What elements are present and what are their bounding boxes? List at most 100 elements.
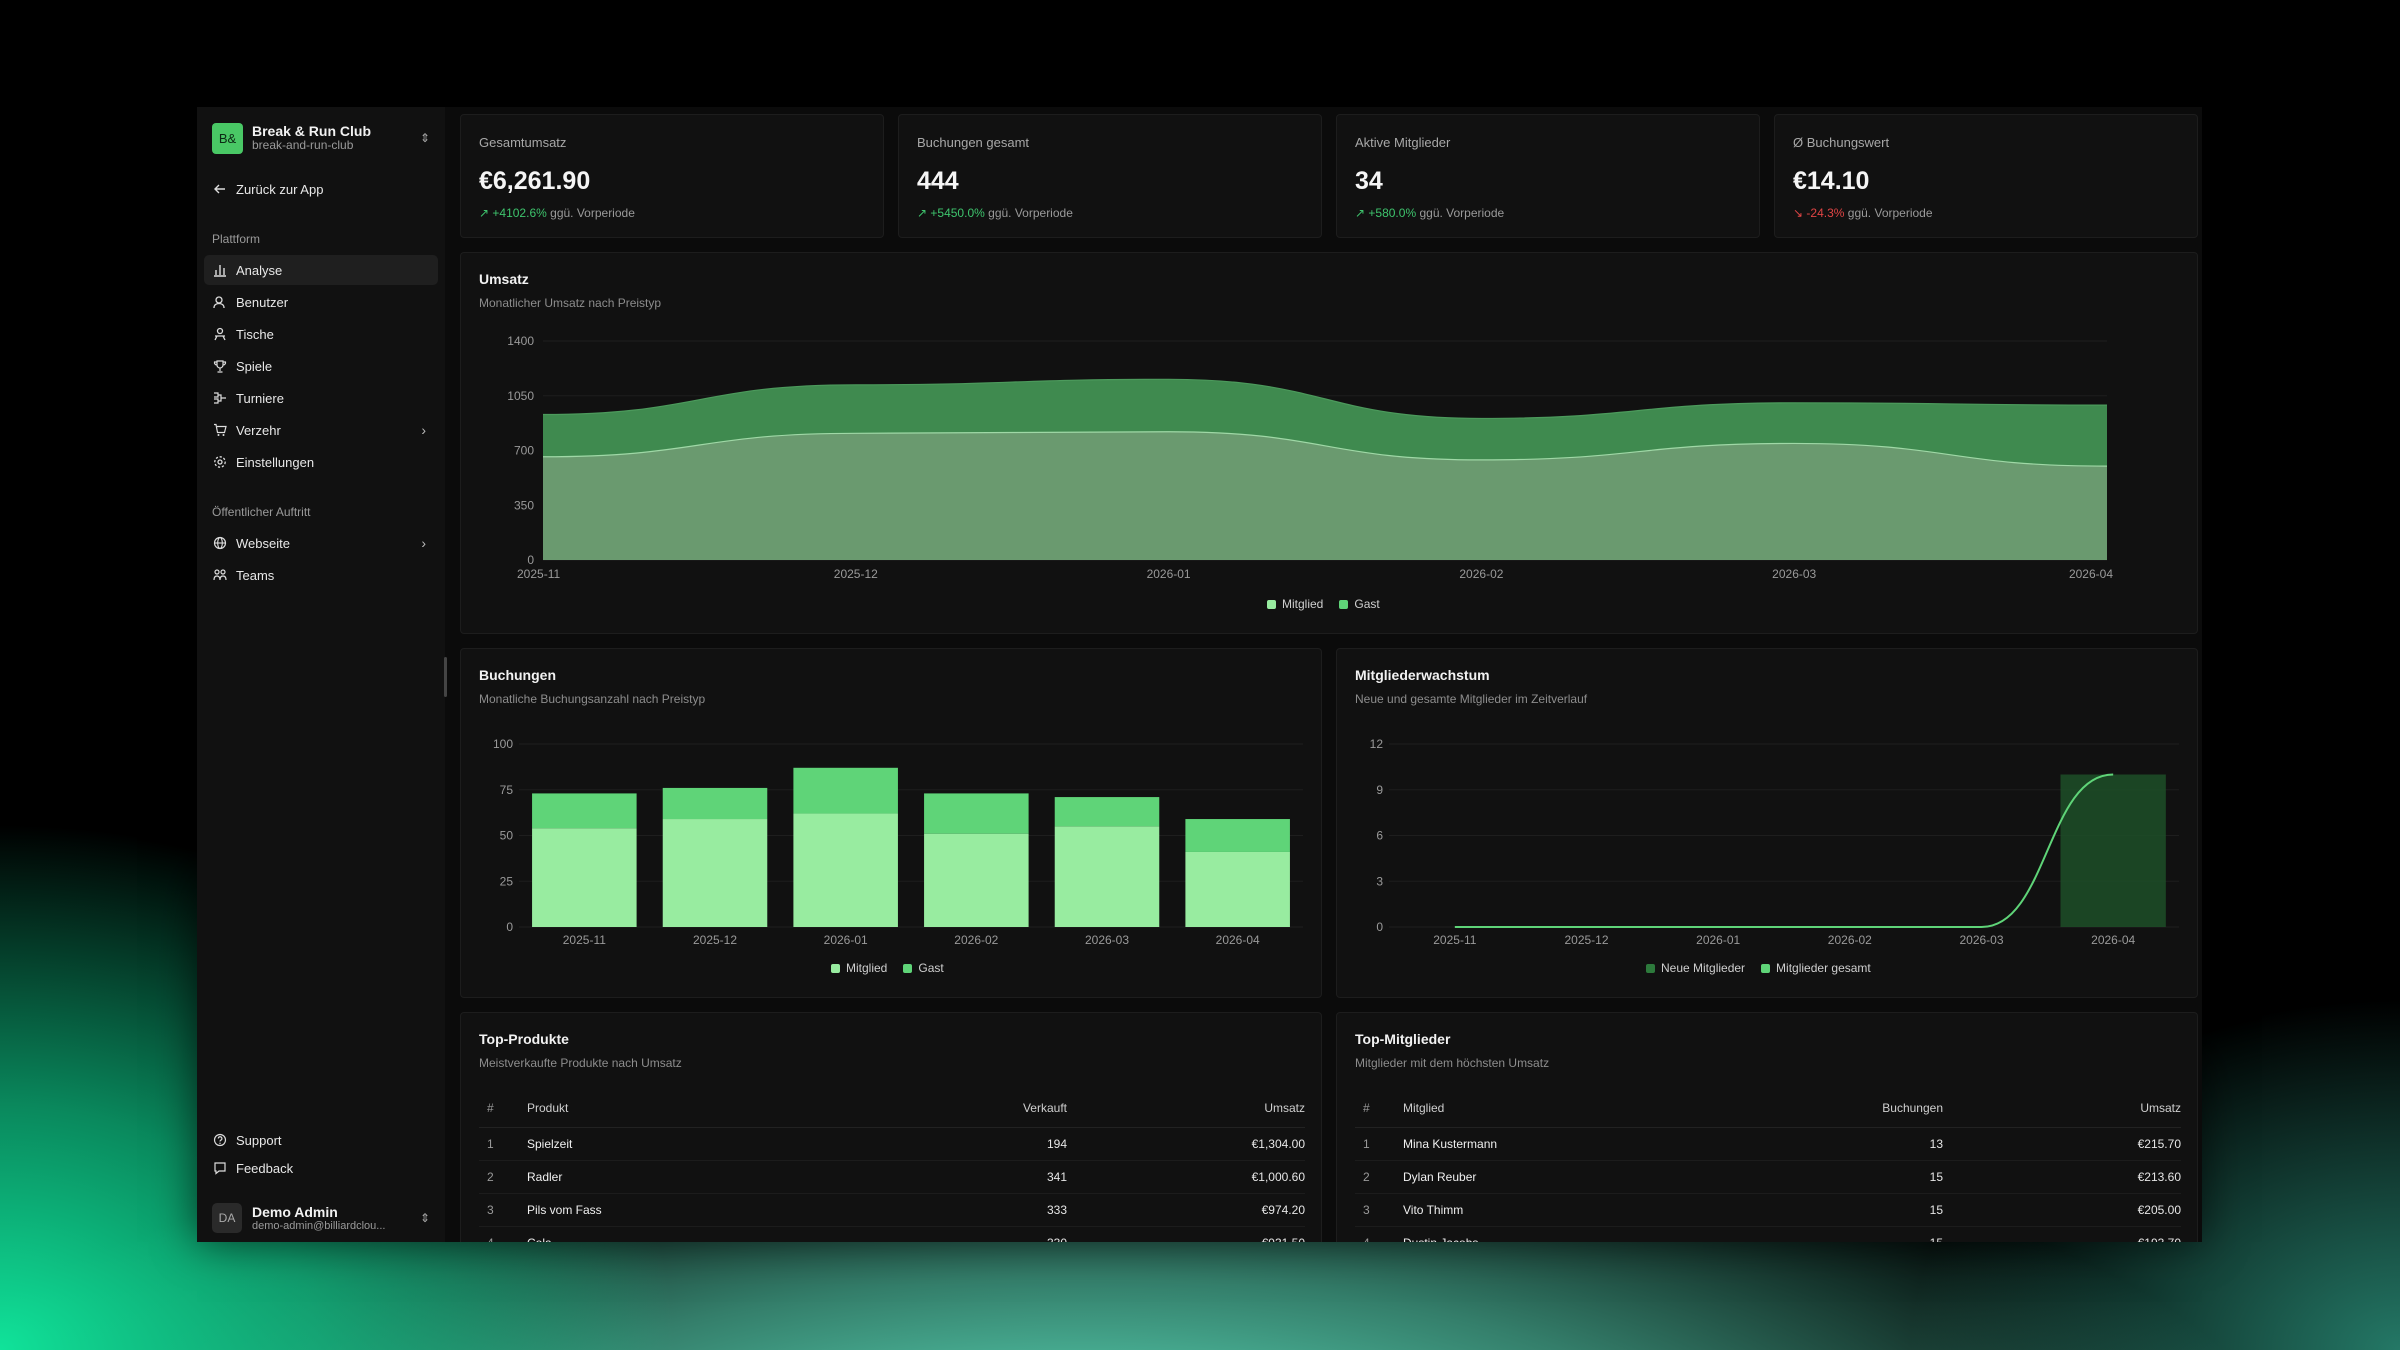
table-icon [212,326,228,342]
team-slug: break-and-run-club [252,138,354,153]
support-link[interactable]: Support [204,1125,438,1155]
x-tick-label: 2026-01 [1696,933,1740,947]
chevrons-up-down-icon: ⇕ [419,1211,430,1225]
x-tick-label: 2025-12 [1564,933,1608,947]
bar-gast [1185,819,1290,852]
chevrons-up-down-icon: ⇕ [419,131,430,145]
x-tick-label: 2026-03 [1772,567,1816,581]
kpi-card-members: Aktive Mitglieder 34 ↗ +580.0% ggü. Vorp… [1336,114,1760,238]
back-to-app-label: Zurück zur App [236,181,324,197]
user-name: Demo Admin [252,1203,338,1220]
sidebar-item-benutzer[interactable]: Benutzer [204,287,438,317]
kpi-delta: ↘ -24.3% ggü. Vorperiode [1793,206,1933,220]
y-tick-label: 1050 [507,389,534,403]
bar-mitglied [1054,826,1160,927]
x-tick-label: 2025-12 [834,567,878,581]
top-members-table: # Mitglied Buchungen Umsatz 1 Mina Kuster… [1355,1089,2181,1242]
x-tick-label: 2026-03 [1085,933,1129,947]
y-tick-label: 0 [506,920,513,934]
globe-icon [212,535,228,551]
sidebar-item-teams[interactable]: Teams [204,560,438,590]
sidebar-item-verzehr[interactable]: Verzehr › [204,415,438,445]
y-tick-label: 9 [1376,783,1383,797]
legend-item-new-members: Neue Mitglieder [1646,961,1745,975]
bar-mitglied [924,833,1029,927]
table-row[interactable]: 2 Dylan Reuber 15 €213.60 [1355,1160,2181,1194]
table-row[interactable]: 4Cola330€931.50 [479,1226,1305,1242]
bookings-legend: Mitglied Gast [831,961,944,975]
card-title: Top-Produkte [479,1031,569,1047]
legend-item-gast: Gast [1339,597,1380,611]
table-row[interactable]: 2 Radler 341 €1,000.60 [479,1160,1305,1194]
column-header: Buchungen [1733,1089,1943,1128]
sidebar-item-einstellungen[interactable]: Einstellungen [204,447,438,477]
trophy-icon [212,358,228,374]
avatar: DA [212,1203,242,1233]
sidebar-item-turniere[interactable]: Turniere [204,383,438,413]
sidebar-item-label: Tische [236,326,274,342]
trend-up-icon: ↗ [917,206,928,220]
kpi-delta: ↗ +5450.0% ggü. Vorperiode [917,206,1073,220]
card-subtitle: Meistverkaufte Produkte nach Umsatz [479,1056,682,1070]
table-row[interactable]: 4Dustin Jacobs15€193.70 [1355,1226,2181,1242]
sidebar-item-tische[interactable]: Tische [204,319,438,349]
table-row[interactable]: 1 Spielzeit 194 €1,304.00 [479,1127,1305,1161]
public-section-label: Öffentlicher Auftritt [212,505,311,519]
table-row[interactable]: 1 Mina Kustermann 13 €215.70 [1355,1127,2181,1161]
bar-mitglied [793,813,898,927]
trend-up-icon: ↗ [1355,206,1366,220]
trend-up-icon: ↗ [479,206,490,220]
sidebar-item-label: Turniere [236,390,284,406]
kpi-delta-value: +4102.6% [492,206,547,220]
bar-mitglied [532,828,637,927]
x-tick-label: 2025-12 [693,933,737,947]
sidebar-item-label: Teams [236,567,275,583]
y-tick-label: 1400 [507,334,534,348]
chevron-right-icon: › [421,535,426,551]
bar-gast [532,793,637,829]
feedback-link[interactable]: Feedback [204,1153,438,1183]
column-header: # [1355,1089,1403,1128]
feedback-label: Feedback [236,1160,294,1176]
legend-item-gast: Gast [903,961,944,975]
bar-gast [662,787,768,820]
kpi-title: Ø Buchungswert [1793,135,1890,150]
dashboard-window: B& Break & Run Club break-and-run-club ⇕… [197,107,2202,1242]
kpi-delta-value: -24.3% [1806,206,1845,220]
column-header: Mitglied [1403,1089,1733,1128]
y-tick-label: 75 [500,783,514,797]
sidebar-item-analyse[interactable]: Analyse [204,255,438,285]
team-switcher[interactable]: B& Break & Run Club break-and-run-club ⇕ [204,113,438,163]
kpi-value: 444 [917,167,959,195]
table-row[interactable]: 3 Pils vom Fass 333 €974.20 [479,1193,1305,1227]
support-label: Support [236,1132,282,1148]
bar-gast [924,793,1029,834]
x-tick-label: 2026-02 [1459,567,1503,581]
user-menu[interactable]: DA Demo Admin demo-admin@billiardclou...… [204,1197,438,1239]
sidebar-item-webseite[interactable]: Webseite › [204,528,438,558]
sidebar: B& Break & Run Club break-and-run-club ⇕… [197,107,447,1242]
card-title: Buchungen [479,667,556,683]
y-tick-label: 700 [514,444,534,458]
kpi-title: Gesamtumsatz [479,135,567,150]
x-tick-label: 2025-11 [517,567,560,581]
table-row[interactable]: 3 Vito Thimm 15 €205.00 [1355,1193,2181,1227]
bar-mitglied [662,819,768,927]
kpi-value: 34 [1355,167,1383,195]
sidebar-resize-handle[interactable] [444,657,447,697]
kpi-delta-value: +580.0% [1368,206,1417,220]
y-tick-label: 25 [500,874,514,888]
bar-gast [1054,797,1160,827]
sidebar-item-spiele[interactable]: Spiele [204,351,438,381]
card-subtitle: Mitglieder mit dem höchsten Umsatz [1355,1056,1550,1070]
sidebar-item-label: Verzehr [236,422,281,438]
x-tick-label: 2026-02 [954,933,998,947]
kpi-delta-suffix: ggü. Vorperiode [550,206,635,220]
chevron-right-icon: › [421,422,426,438]
back-to-app-link[interactable]: Zurück zur App [204,174,438,204]
platform-section-label: Plattform [212,232,261,246]
cart-icon [212,422,228,438]
area-series-gast [543,431,2107,560]
line-series-total-members [1454,773,2114,928]
legend-item-mitglied: Mitglied [1267,597,1323,611]
